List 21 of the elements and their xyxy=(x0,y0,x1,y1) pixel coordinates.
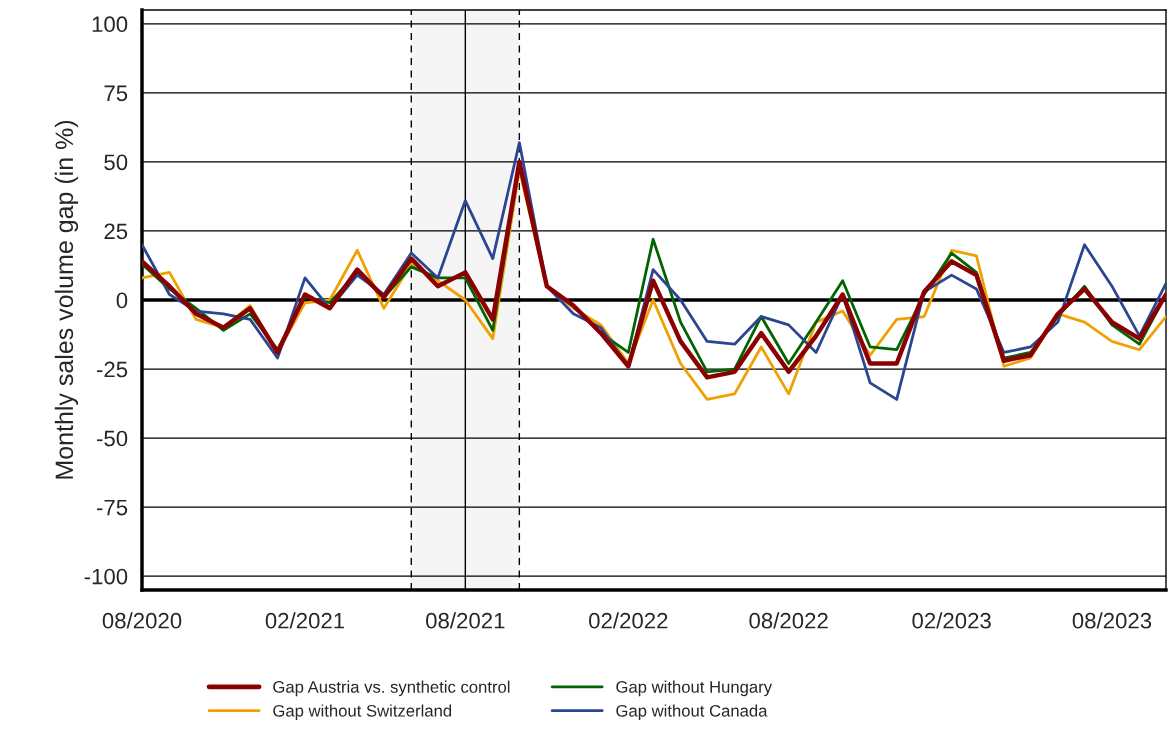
y-tick-label: -75 xyxy=(96,499,128,516)
y-tick-label: 25 xyxy=(104,223,128,240)
y-tick-label: 100 xyxy=(92,16,128,33)
x-tick-label: 08/2021 xyxy=(426,612,505,629)
y-tick-label: 0 xyxy=(116,292,128,309)
y-tick-label: -100 xyxy=(84,568,128,585)
legend-label: Gap without Switzerland xyxy=(273,704,452,720)
y-tick-label: -25 xyxy=(96,361,128,378)
y-axis-title: Monthly sales volume gap (in %) xyxy=(54,120,79,479)
legend-label: Gap Austria vs. synthetic control xyxy=(273,680,510,697)
legend-label: Gap without Canada xyxy=(616,704,768,720)
x-tick-label: 08/2022 xyxy=(749,612,828,629)
y-tick-label: -50 xyxy=(96,430,128,447)
x-tick-label: 02/2022 xyxy=(589,612,668,629)
x-tick-label: 08/2023 xyxy=(1072,612,1152,629)
x-tick-label: 02/2023 xyxy=(912,612,991,629)
y-tick-label: 50 xyxy=(104,154,128,171)
y-tick-label: 75 xyxy=(104,85,128,102)
x-tick-label: 08/2020 xyxy=(102,612,182,629)
x-tick-label: 02/2021 xyxy=(265,612,345,629)
legend-label: Gap without Hungary xyxy=(616,680,773,697)
